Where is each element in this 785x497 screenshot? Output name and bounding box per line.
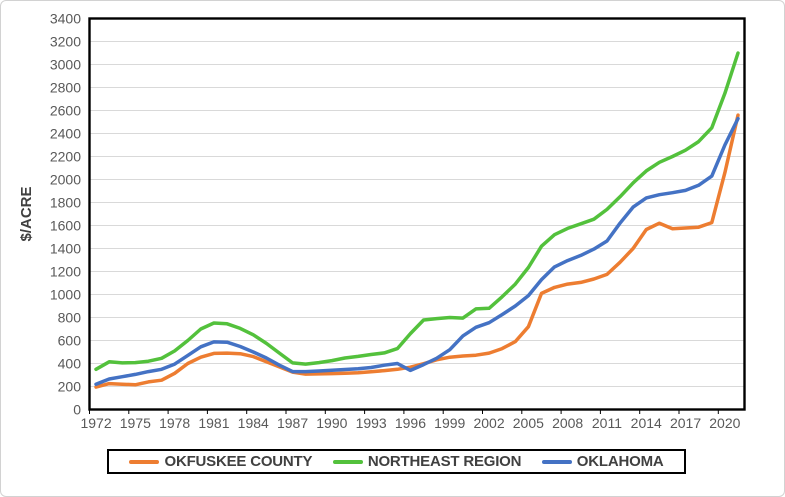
- x-tick-label: 2020: [709, 415, 740, 431]
- legend-label: OKLAHOMA: [576, 453, 664, 470]
- legend-item-okfuskee-county: OKFUSKEE COUNTY: [129, 453, 313, 470]
- y-tick-label: 1400: [50, 241, 81, 257]
- y-tick-label: 400: [58, 356, 82, 372]
- y-tick-label: 600: [58, 333, 82, 349]
- plot-border: [88, 17, 746, 411]
- x-tick-label: 1975: [120, 415, 151, 431]
- y-tick-label: 2000: [50, 172, 81, 188]
- x-tick-label: 2005: [513, 415, 544, 431]
- y-tick-label: 1600: [50, 218, 81, 234]
- y-tick-label: 2200: [50, 149, 81, 165]
- y-tick-label: 2600: [50, 103, 81, 119]
- y-tick-label: 2800: [50, 80, 81, 96]
- x-tick-label: 1972: [80, 415, 111, 431]
- y-axis-title: $/ACRE: [18, 186, 35, 241]
- legend-line-swatch: [541, 459, 572, 464]
- series-line-okfuskee-county: [94, 113, 740, 389]
- x-tick-label: 2011: [592, 415, 622, 431]
- x-tick-label: 2014: [631, 415, 662, 431]
- series-line-oklahoma: [94, 116, 740, 386]
- x-tick-label: 2002: [473, 415, 504, 431]
- x-tick-label: 1981: [198, 415, 229, 431]
- y-tick-label: 3400: [50, 11, 81, 27]
- x-tick-label: 1993: [356, 415, 387, 431]
- y-tick-label: 3200: [50, 34, 81, 50]
- series-line-northeast-region: [94, 51, 740, 372]
- x-tick-label: 1978: [159, 415, 190, 431]
- x-tick-label: 1984: [238, 415, 269, 431]
- y-tick-label: 2400: [50, 126, 81, 142]
- y-tick-label: 200: [58, 379, 82, 395]
- y-tick-label: 0: [73, 402, 81, 418]
- x-tick-label: 2017: [670, 415, 701, 431]
- land-value-line-chart: 0 200 400 600 800 1000 1200 1400 1600 1800 2000 220…: [18, 11, 746, 431]
- legend-label: NORTHEAST REGION: [367, 453, 522, 470]
- legend-item-northeast-region: NORTHEAST REGION: [332, 453, 522, 470]
- x-tick-label: 1987: [277, 415, 308, 431]
- legend-line-swatch: [129, 459, 160, 464]
- x-tick-label: 1990: [316, 415, 347, 431]
- x-tick-label: 2008: [552, 415, 583, 431]
- chart-legend: OKFUSKEE COUNTY NORTHEAST REGION OKLAHOMA: [107, 449, 686, 474]
- y-tick-label: 3000: [50, 57, 81, 73]
- x-tick-label: 1996: [395, 415, 426, 431]
- legend-item-oklahoma: OKLAHOMA: [541, 453, 664, 470]
- y-tick-label: 800: [58, 310, 82, 326]
- y-tick-label: 1800: [50, 195, 81, 211]
- y-tick-label: 1000: [50, 287, 81, 303]
- x-tick-label: 1999: [434, 415, 465, 431]
- legend-label: OKFUSKEE COUNTY: [164, 453, 313, 470]
- legend-line-swatch: [332, 459, 363, 464]
- y-tick-label: 1200: [50, 264, 81, 280]
